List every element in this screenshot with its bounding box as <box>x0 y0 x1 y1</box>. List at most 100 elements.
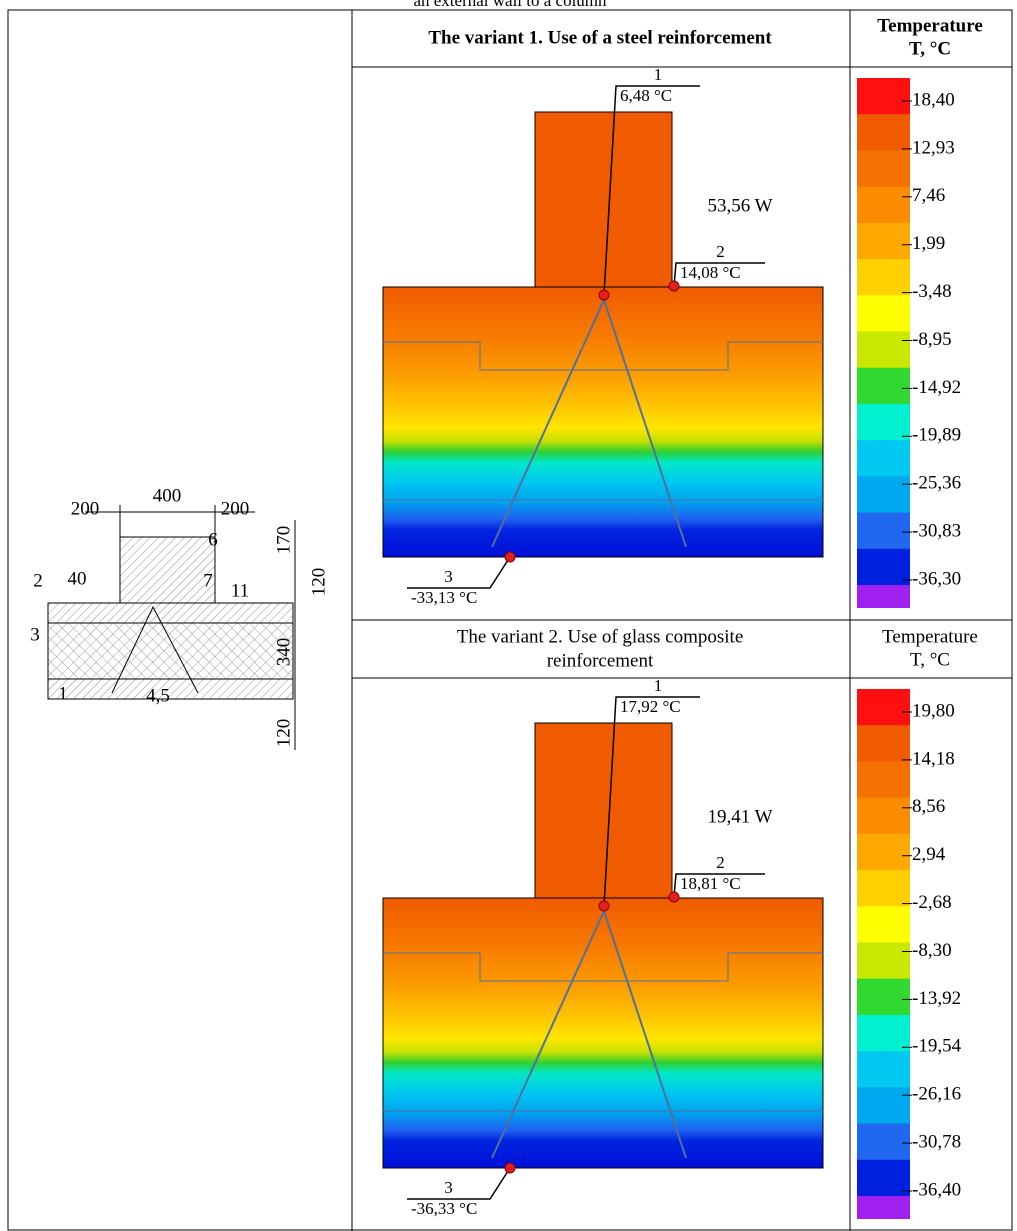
leader-line <box>673 262 765 287</box>
legend-band <box>857 942 910 980</box>
legend-label: 14,18 <box>912 748 955 769</box>
variant-title: The variant 2. Use of glass composite <box>457 626 744 647</box>
legend-label: 18,40 <box>912 89 955 110</box>
legend-label: -36,40 <box>912 1179 961 1200</box>
leader-line <box>603 696 700 907</box>
leader-line <box>407 1167 511 1200</box>
legend-band <box>857 259 910 296</box>
legend-label: -19,89 <box>912 425 961 446</box>
legend-band <box>857 689 910 726</box>
item-label: 6 <box>208 529 218 550</box>
probe-temperature: 6,48 °C <box>620 86 672 105</box>
probe-point <box>668 280 680 292</box>
legend-band <box>857 870 910 907</box>
legend-band <box>857 833 910 871</box>
layer-line <box>383 341 823 371</box>
item-label: 3 <box>30 624 40 645</box>
probe-point <box>668 891 680 903</box>
legend-label: 1,99 <box>912 233 945 254</box>
legend-band <box>857 222 910 260</box>
dimension: 200 <box>221 498 250 519</box>
legend-label: -3,48 <box>912 281 952 302</box>
probe-temperature: 14,08 °C <box>680 263 741 282</box>
legend-label: 2,94 <box>912 844 946 865</box>
dimension: 400 <box>153 485 182 506</box>
legend-band <box>857 78 910 115</box>
legend-band <box>857 1123 910 1161</box>
legend-band <box>857 512 910 550</box>
probe-number: 2 <box>716 853 725 872</box>
legend-band <box>857 1159 910 1197</box>
legend-band <box>857 1014 910 1052</box>
legend-label: 8,56 <box>912 796 945 817</box>
legend-label: -13,92 <box>912 988 961 1009</box>
probe-temperature: 17,92 °C <box>620 697 681 716</box>
legend-header: Temperature <box>882 626 978 647</box>
dimension: 170 <box>273 526 294 555</box>
legend-label: -26,16 <box>912 1084 961 1105</box>
dimension: 340 <box>273 638 294 667</box>
legend-band <box>857 367 910 405</box>
probe-temperature: -33,13 °C <box>411 588 477 607</box>
legend-band <box>857 906 910 943</box>
layer-line <box>383 952 823 982</box>
legend-band <box>857 150 910 188</box>
item-label: 4,5 <box>146 685 170 706</box>
probe-temperature: -36,33 °C <box>411 1199 477 1218</box>
table-grid <box>7 9 1013 1231</box>
probe-number: 2 <box>716 242 725 261</box>
heat-flow: 19,41 W <box>707 806 772 827</box>
legend-label: -14,92 <box>912 377 961 398</box>
legend-band <box>857 548 910 586</box>
probe-number: 1 <box>654 65 663 84</box>
heat-flow: 53,56 W <box>707 195 772 216</box>
item-label: 7 <box>203 570 213 591</box>
legend-band <box>857 476 910 514</box>
legend-band <box>857 114 910 151</box>
legend-label: 19,80 <box>912 700 955 721</box>
legend-label: -36,30 <box>912 568 961 589</box>
legend-label: 12,93 <box>912 137 955 158</box>
probe-number: 1 <box>654 676 663 695</box>
legend-band <box>857 295 910 332</box>
probe-temperature: 18,81 °C <box>680 874 741 893</box>
thermal-slab <box>382 897 824 1169</box>
variant-title: The variant 1. Use of a steel reinforcem… <box>428 27 772 48</box>
leader-line <box>603 85 700 296</box>
caption: an external wall to a column <box>413 0 607 10</box>
thermal-column <box>534 111 673 288</box>
thermal-column <box>534 722 673 899</box>
probe-point <box>504 551 516 563</box>
legend-band <box>857 1051 910 1088</box>
legend-label: -30,78 <box>912 1131 961 1152</box>
legend-label: -8,95 <box>912 329 952 350</box>
legend-band <box>857 331 910 369</box>
legend-band <box>857 403 910 441</box>
legend-band <box>857 725 910 762</box>
probe-point <box>598 289 610 301</box>
legend-label: -25,36 <box>912 473 961 494</box>
dimension: 40 <box>68 568 87 589</box>
legend-band <box>857 797 910 835</box>
probe-point <box>598 900 610 912</box>
leader-line <box>407 556 511 589</box>
dimension: 200 <box>71 498 100 519</box>
dimension: 120 <box>308 568 329 597</box>
item-label: 2 <box>33 570 43 591</box>
legend-band <box>857 978 910 1016</box>
thermal-slab <box>382 286 824 558</box>
legend-band <box>857 186 910 224</box>
probe-number: 3 <box>444 1178 453 1197</box>
legend-band <box>857 585 910 608</box>
variant-title: reinforcement <box>547 650 654 671</box>
legend-band <box>857 440 910 477</box>
probe-point <box>504 1162 516 1174</box>
legend-label: 7,46 <box>912 185 945 206</box>
item-label: 11 <box>231 580 249 601</box>
legend-label: -2,68 <box>912 892 952 913</box>
legend-band <box>857 761 910 799</box>
item-label: 1 <box>58 683 68 704</box>
probe-number: 3 <box>444 567 453 586</box>
